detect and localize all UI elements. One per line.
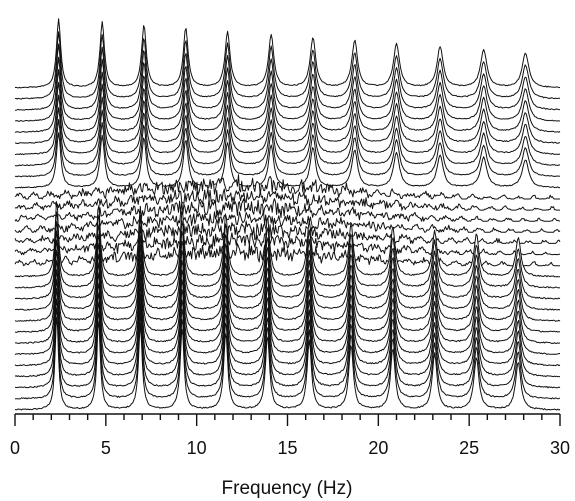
x-tick-label-20: 20	[368, 438, 388, 458]
spectrum-trace-1	[14, 316, 561, 411]
spectrum-trace-15	[14, 232, 560, 256]
spectrum-trace-fill-3	[15, 298, 560, 414]
spectrum-trace-19	[14, 187, 560, 211]
spectrum-trace-5	[14, 278, 561, 367]
spectrum-trace-20	[14, 174, 560, 200]
spectrum-trace-24	[14, 94, 561, 156]
x-tick-label-30: 30	[550, 438, 570, 458]
spectrum-trace-3	[14, 298, 561, 389]
x-tick-label-25: 25	[459, 438, 479, 458]
spectrum-trace-9	[14, 239, 561, 322]
spectrum-trace-18	[14, 198, 561, 222]
spectrum-trace-30	[14, 18, 561, 89]
spectrum-trace-13	[14, 201, 561, 278]
spectrum-traces	[14, 18, 561, 415]
spectrum-trace-8	[14, 249, 560, 333]
spectrum-trace-29	[14, 31, 560, 100]
x-tick-label-5: 5	[101, 438, 111, 458]
spectrum-trace-22	[14, 119, 561, 178]
spectrum-trace-10	[14, 230, 561, 311]
x-axis-ticks: 0 5 10 15 20 25 30	[10, 414, 570, 458]
x-tick-label-0: 0	[10, 438, 20, 458]
spectrum-trace-12	[14, 211, 561, 289]
spectrum-trace-27	[14, 56, 561, 122]
spectrum-trace-28	[15, 43, 561, 111]
spectrum-trace-7	[15, 259, 561, 344]
spectrum-trace-23	[15, 107, 560, 167]
spectrum-trace-16	[14, 219, 561, 244]
spectrum-trace-4	[14, 287, 561, 378]
spectrum-trace-14	[14, 243, 560, 267]
spectrum-trace-26	[14, 69, 561, 133]
spectrum-trace-fill-2	[15, 307, 560, 414]
spectrum-trace-fill-4	[15, 288, 560, 414]
spectrum-trace-17	[14, 210, 561, 233]
x-tick-label-10: 10	[187, 438, 207, 458]
x-axis: 0 5 10 15 20 25 30	[10, 413, 570, 458]
spectrum-trace-6	[14, 269, 561, 355]
spectrum-trace-25	[14, 81, 561, 144]
spectrum-trace-2	[14, 307, 561, 400]
x-axis-label: Frequency (Hz)	[222, 478, 353, 499]
x-tick-label-15: 15	[277, 438, 297, 458]
spectrum-trace-11	[14, 221, 561, 300]
